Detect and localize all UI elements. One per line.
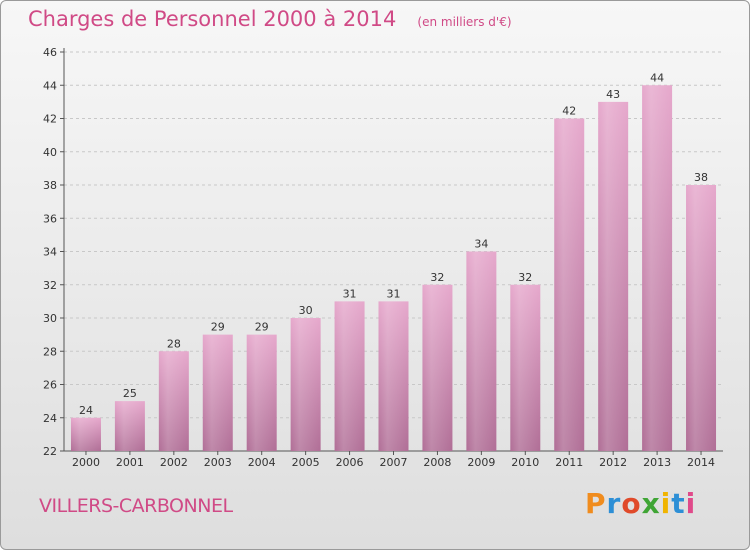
logo-letter: r bbox=[606, 487, 622, 520]
value-label-2008: 32 bbox=[430, 271, 444, 284]
y-tick-label-36: 36 bbox=[43, 212, 57, 225]
bar-highlight-2006 bbox=[334, 301, 365, 451]
bars bbox=[70, 85, 717, 451]
y-tick-label-30: 30 bbox=[43, 312, 57, 325]
x-tick-label-2006: 2006 bbox=[336, 456, 364, 469]
x-tick-label-2013: 2013 bbox=[643, 456, 671, 469]
x-tick-label-2009: 2009 bbox=[467, 456, 495, 469]
y-tick-label-46: 46 bbox=[43, 46, 57, 59]
bar-highlight-2003 bbox=[202, 334, 233, 451]
x-tick-label-2010: 2010 bbox=[511, 456, 539, 469]
value-label-2005: 30 bbox=[299, 304, 313, 317]
x-tick-label-2002: 2002 bbox=[160, 456, 188, 469]
value-label-2002: 28 bbox=[167, 337, 181, 350]
bar-highlight-2001 bbox=[114, 401, 145, 451]
value-label-2004: 29 bbox=[255, 321, 269, 334]
value-label-2001: 25 bbox=[123, 387, 137, 400]
x-tick-label-2008: 2008 bbox=[423, 456, 451, 469]
value-label-2000: 24 bbox=[79, 404, 93, 417]
x-tick-label-2000: 2000 bbox=[72, 456, 100, 469]
value-label-2012: 43 bbox=[606, 88, 620, 101]
x-tick-label-2011: 2011 bbox=[555, 456, 583, 469]
value-label-2006: 31 bbox=[343, 287, 357, 300]
y-tick-label-28: 28 bbox=[43, 345, 57, 358]
x-tick-label-2005: 2005 bbox=[292, 456, 320, 469]
bar-highlight-2014 bbox=[686, 185, 717, 451]
chart-title: Charges de Personnel 2000 à 2014 bbox=[28, 7, 397, 31]
bar-highlight-2012 bbox=[598, 101, 629, 451]
chart-subtitle: (en milliers d'€) bbox=[417, 15, 512, 29]
bar-highlight-2011 bbox=[554, 118, 585, 451]
logo-letter: i bbox=[685, 487, 697, 520]
x-tick-label-2003: 2003 bbox=[204, 456, 232, 469]
x-tick-label-2012: 2012 bbox=[599, 456, 627, 469]
value-label-2011: 42 bbox=[562, 105, 576, 118]
logo-letter: o bbox=[621, 487, 642, 520]
commune-name: VILLERS-CARBONNEL bbox=[39, 495, 233, 517]
logo-letter: t bbox=[671, 487, 686, 520]
y-tick-label-22: 22 bbox=[43, 445, 57, 458]
bar-highlight-2013 bbox=[642, 85, 673, 451]
logo-letter: x bbox=[641, 487, 661, 520]
logo-letter: P bbox=[585, 487, 607, 520]
y-tick-label-40: 40 bbox=[43, 146, 57, 159]
bar-highlight-2000 bbox=[70, 417, 101, 451]
bar-highlight-2002 bbox=[158, 351, 189, 451]
value-label-2010: 32 bbox=[518, 271, 532, 284]
bar-highlight-2005 bbox=[290, 318, 321, 451]
bar-highlight-2004 bbox=[246, 334, 277, 451]
x-tick-label-2007: 2007 bbox=[380, 456, 408, 469]
labels: 22 24 26 28 30 32 34 36 38 40 42 44 46 24 2000 25 2001 28… bbox=[43, 46, 715, 469]
bar-highlight-2007 bbox=[378, 301, 409, 451]
value-label-2013: 44 bbox=[650, 71, 664, 84]
value-label-2014: 38 bbox=[694, 171, 708, 184]
x-tick-label-2014: 2014 bbox=[687, 456, 715, 469]
value-label-2003: 29 bbox=[211, 321, 225, 334]
x-tick-label-2004: 2004 bbox=[248, 456, 276, 469]
bar-highlight-2009 bbox=[466, 251, 497, 451]
y-tick-label-32: 32 bbox=[43, 279, 57, 292]
y-tick-label-38: 38 bbox=[43, 179, 57, 192]
value-label-2009: 34 bbox=[474, 238, 488, 251]
bar-highlight-2010 bbox=[510, 284, 541, 451]
title-block: Charges de Personnel 2000 à 2014 (en mil… bbox=[28, 7, 512, 31]
y-tick-label-44: 44 bbox=[43, 79, 57, 92]
y-tick-label-42: 42 bbox=[43, 113, 57, 126]
bar-highlight-2008 bbox=[422, 284, 453, 451]
proxiti-logo: Proxiti bbox=[585, 487, 696, 520]
y-tick-label-24: 24 bbox=[43, 412, 57, 425]
value-label-2007: 31 bbox=[387, 287, 401, 300]
logo-letter: i bbox=[660, 487, 672, 520]
y-tick-label-26: 26 bbox=[43, 379, 57, 392]
y-tick-label-34: 34 bbox=[43, 246, 57, 259]
x-tick-label-2001: 2001 bbox=[116, 456, 144, 469]
